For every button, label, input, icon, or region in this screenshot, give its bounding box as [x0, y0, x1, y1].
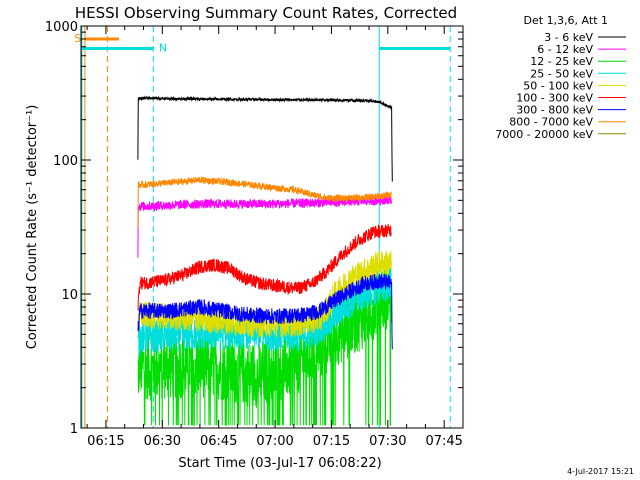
y-tick-label: 1: [70, 422, 78, 437]
marker-label-n: N: [159, 41, 167, 54]
x-tick-label: 07:00: [256, 434, 293, 449]
legend-label-3-6-kev: 3 - 6 keV: [544, 31, 593, 44]
plot-frame: [80, 25, 464, 429]
y-tick-label: 10: [61, 288, 78, 303]
series-12-25-kev: [137, 266, 392, 426]
x-tick-label: 07:15: [313, 434, 350, 449]
x-tick-label: 07:45: [425, 434, 462, 449]
x-tick-label: 06:15: [87, 434, 124, 449]
x-tick-label: 06:45: [200, 434, 237, 449]
series-50-100-kev: [137, 250, 392, 339]
x-tick-label: 06:30: [144, 434, 181, 449]
y-axis-label: Corrected Count Rate (s⁻¹ detector⁻¹): [25, 105, 40, 350]
legend-label-100-300-kev: 100 - 300 keV: [516, 92, 593, 105]
series-6-12-kev: [137, 194, 392, 258]
x-tick-label: 07:30: [369, 434, 406, 449]
legend-label-300-800-kev: 300 - 800 keV: [516, 104, 593, 117]
legend-label-6-12-kev: 6 - 12 keV: [537, 43, 593, 56]
legend-label-800-7000-kev: 800 - 7000 keV: [509, 116, 593, 129]
legend-title: Det 1,3,6, Att 1: [524, 14, 608, 27]
y-tick-label: 1000: [45, 20, 78, 35]
legend-label-7000-20000-kev: 7000 - 20000 keV: [495, 128, 593, 141]
series-3-6-kev: [137, 95, 393, 182]
legend-label-50-100-kev: 50 - 100 keV: [523, 79, 593, 92]
legend-label-12-25-kev: 12 - 25 keV: [530, 55, 593, 68]
timestamp-stamp: 4-Jul-2017 15:21: [567, 467, 634, 476]
chart-title: HESSI Observing Summary Count Rates, Cor…: [75, 4, 457, 22]
legend-label-25-50-kev: 25 - 50 keV: [530, 67, 593, 80]
series-800-7000-kev: [137, 176, 392, 228]
y-axis: 1 10 100 1000: [45, 20, 463, 437]
marker-label-s: S: [74, 32, 81, 45]
y-tick-label: 100: [53, 154, 78, 169]
series-300-800-kev: [137, 273, 393, 350]
plot-area: SN: [74, 26, 451, 428]
series-100-300-kev: [137, 223, 392, 311]
x-axis: 06:15 06:30 06:45 07:00 07:15 07:30 07:45: [86, 26, 464, 449]
x-axis-label: Start Time (03-Jul-17 06:08:22): [178, 456, 381, 471]
